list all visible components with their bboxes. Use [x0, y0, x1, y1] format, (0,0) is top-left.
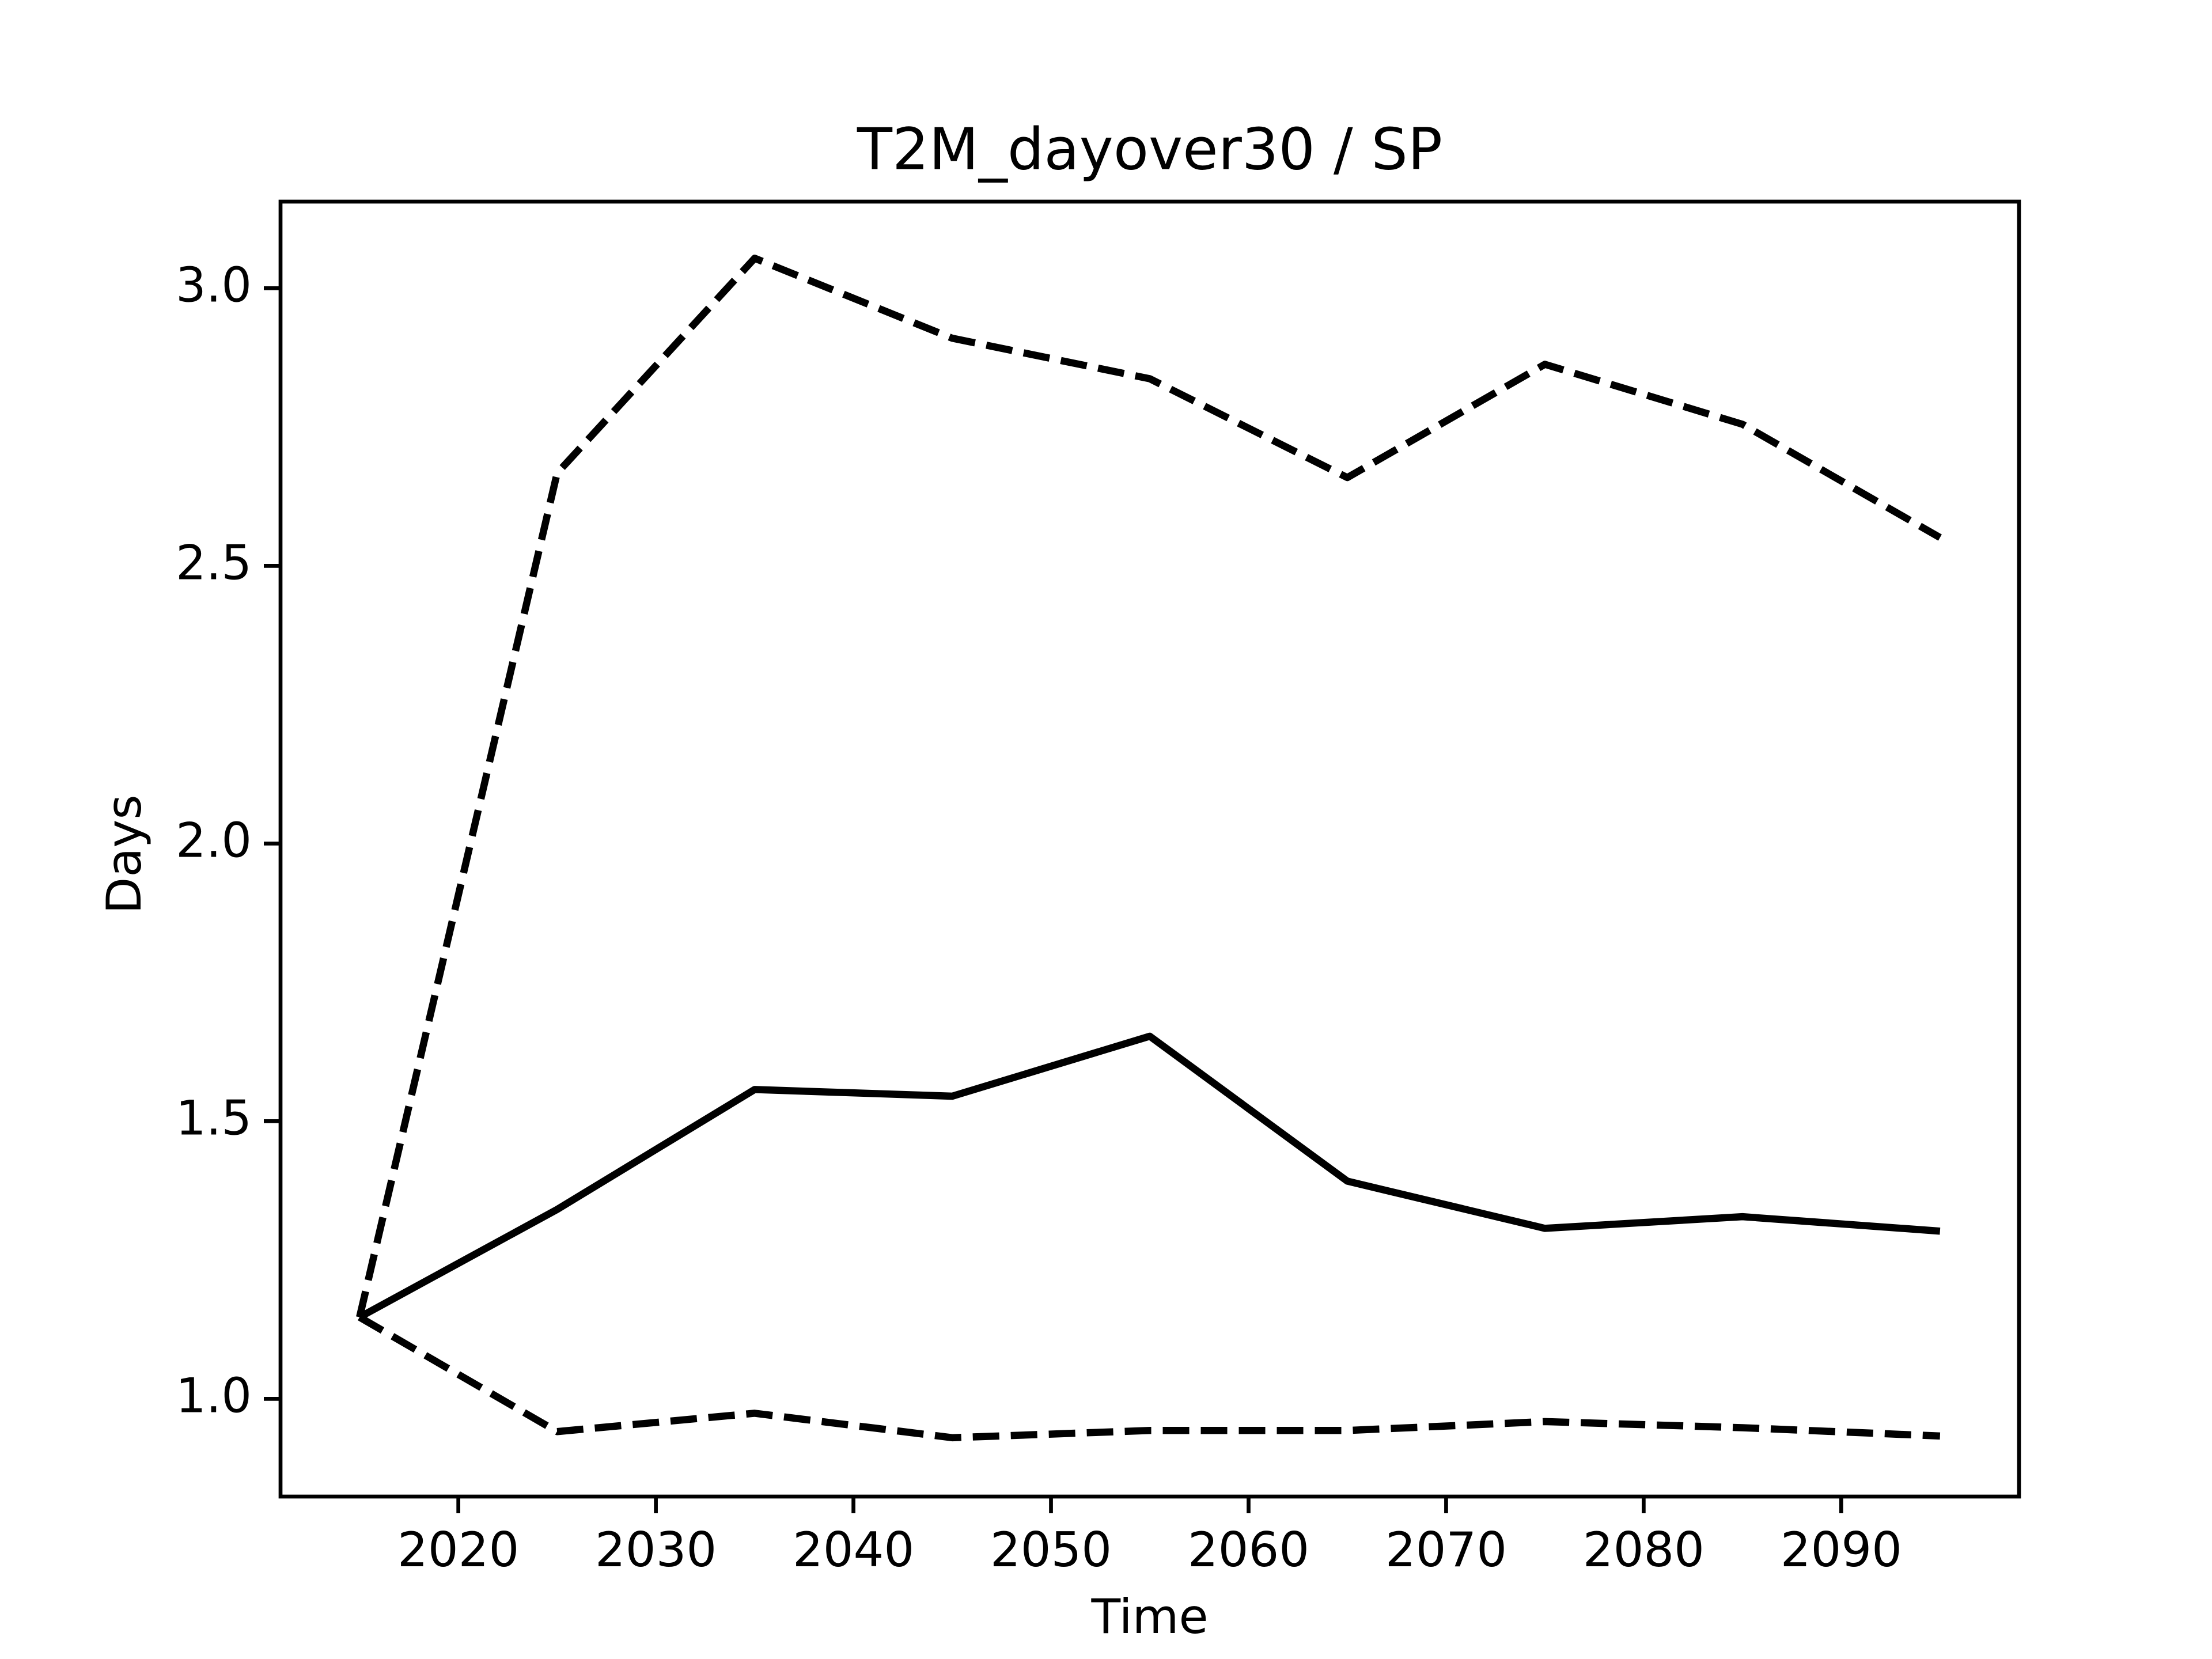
chart-title: T2M_dayover30 / SP [857, 115, 1442, 183]
x-tick-label: 2070 [1385, 1522, 1507, 1578]
x-tick-label: 2040 [793, 1522, 914, 1578]
line-series [358, 1032, 1941, 1321]
y-tick-label: 2.5 [176, 535, 252, 590]
y-tick-label: 2.0 [176, 812, 252, 868]
y-axis-label: Days [96, 794, 152, 914]
x-tick-label: 2050 [990, 1522, 1112, 1578]
line-series [356, 255, 1942, 1319]
axes-frame [278, 199, 2021, 1499]
line-series [358, 1314, 1941, 1442]
y-tick-label: 1.5 [176, 1090, 252, 1146]
x-tick-label: 2080 [1583, 1522, 1705, 1578]
y-tick-label: 1.0 [176, 1368, 252, 1423]
y-tick-label: 3.0 [176, 257, 252, 313]
x-tick-label: 2090 [1781, 1522, 1902, 1578]
x-axis-label: Time [1090, 1589, 1208, 1645]
x-tick-label: 2020 [397, 1522, 519, 1578]
x-tick-label: 2060 [1188, 1522, 1309, 1578]
x-tick-label: 2030 [595, 1522, 717, 1578]
